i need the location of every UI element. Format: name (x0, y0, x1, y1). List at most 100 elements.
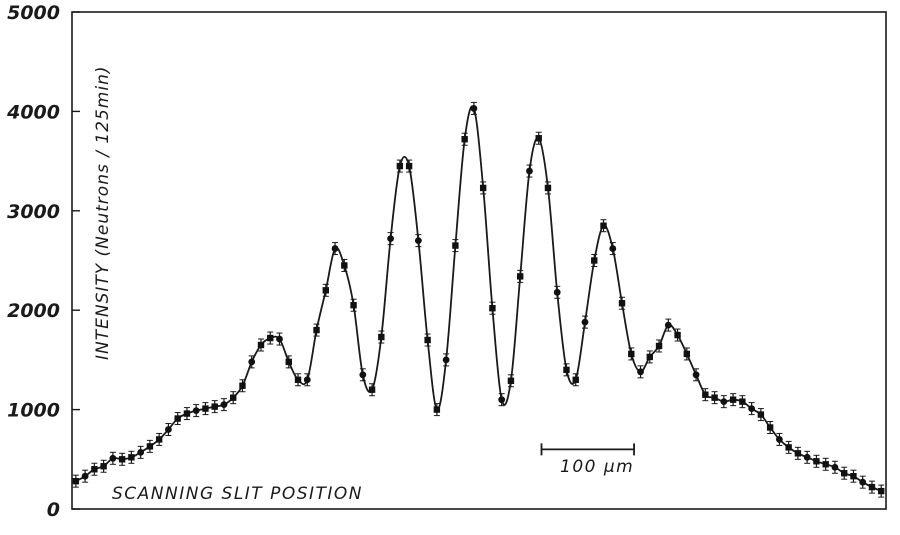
data-point (341, 258, 348, 272)
data-point (711, 391, 718, 405)
data-point (544, 181, 552, 195)
data-point (220, 398, 228, 412)
y-tick-label: 4000 (6, 101, 60, 123)
data-point (461, 132, 468, 146)
data-point (267, 331, 274, 345)
data-point (878, 484, 885, 498)
data-point (405, 159, 413, 173)
data-points (72, 101, 885, 498)
data-point (350, 298, 357, 312)
data-point (766, 420, 774, 434)
y-axis-ticks (72, 11, 80, 510)
data-point (155, 432, 163, 446)
data-point (368, 383, 376, 397)
data-point (72, 474, 80, 488)
data-point (813, 454, 820, 468)
data-point (516, 269, 524, 283)
data-point (822, 457, 829, 471)
data-point (202, 402, 209, 416)
data-point (248, 355, 256, 369)
data-point (137, 445, 145, 459)
data-point (452, 239, 459, 253)
data-point (831, 460, 839, 474)
data-point (424, 333, 431, 347)
data-point (775, 432, 783, 446)
data-point (840, 466, 848, 480)
data-point (174, 412, 181, 426)
data-point (794, 446, 802, 460)
data-point (655, 339, 663, 353)
data-point (739, 395, 746, 409)
data-point (785, 440, 792, 454)
scale-bar (540, 443, 635, 456)
data-point (692, 368, 700, 382)
y-tick-label: 3000 (7, 201, 60, 223)
data-point (674, 328, 681, 342)
data-point (387, 232, 394, 246)
data-point (498, 393, 506, 407)
data-point (489, 301, 496, 315)
x-axis-label: SCANNING SLIT POSITION (112, 484, 363, 504)
data-point (859, 475, 867, 489)
data-point (359, 368, 367, 382)
data-point (600, 219, 607, 233)
data-point (433, 403, 441, 417)
y-tick-label: 0 (47, 499, 60, 521)
fit-curve (75, 105, 882, 492)
data-point (91, 462, 98, 476)
data-point (294, 373, 302, 387)
data-point (868, 480, 876, 494)
data-point (165, 422, 172, 436)
data-point (118, 452, 126, 466)
data-point (729, 393, 737, 407)
y-tick-label: 5000 (7, 2, 60, 24)
y-axis-tick-labels: 0 1000 2000 3000 4000 5000 (6, 2, 60, 521)
data-point (331, 242, 339, 256)
data-point (637, 365, 644, 379)
y-axis-label: INTENSITY (Neutrons / 125min) (93, 66, 113, 361)
data-point (628, 347, 635, 361)
plot-frame (71, 11, 887, 510)
data-point (183, 407, 191, 421)
data-point (850, 469, 857, 483)
data-point (470, 101, 478, 115)
data-point (211, 400, 218, 414)
data-point (720, 395, 728, 409)
data-point (479, 181, 487, 195)
data-point (239, 379, 246, 393)
data-point (378, 330, 385, 344)
data-point (276, 332, 283, 346)
data-point (609, 242, 617, 256)
data-point (109, 451, 117, 465)
data-point (192, 404, 200, 418)
data-point (563, 363, 570, 377)
data-point (683, 347, 691, 361)
data-point (646, 350, 653, 364)
data-point (146, 439, 154, 453)
data-point (303, 373, 311, 387)
data-point (618, 296, 626, 310)
data-point (803, 450, 811, 464)
data-point (396, 159, 404, 173)
y-tick-label: 2000 (7, 300, 60, 322)
data-point (748, 402, 756, 416)
data-point (572, 373, 579, 387)
data-point (128, 450, 135, 464)
data-point (507, 374, 515, 388)
data-point (553, 285, 561, 299)
data-point (664, 318, 672, 332)
data-point (100, 459, 107, 473)
data-point (313, 323, 320, 337)
data-point (591, 254, 598, 267)
scale-bar-label: 100 μm (560, 457, 634, 477)
data-point (257, 338, 265, 352)
data-point (81, 469, 89, 483)
data-point (414, 234, 422, 248)
data-point (230, 391, 237, 405)
data-point (285, 355, 292, 369)
data-point (581, 315, 589, 329)
data-point (322, 283, 329, 297)
data-point (535, 131, 542, 145)
data-point (757, 408, 765, 422)
